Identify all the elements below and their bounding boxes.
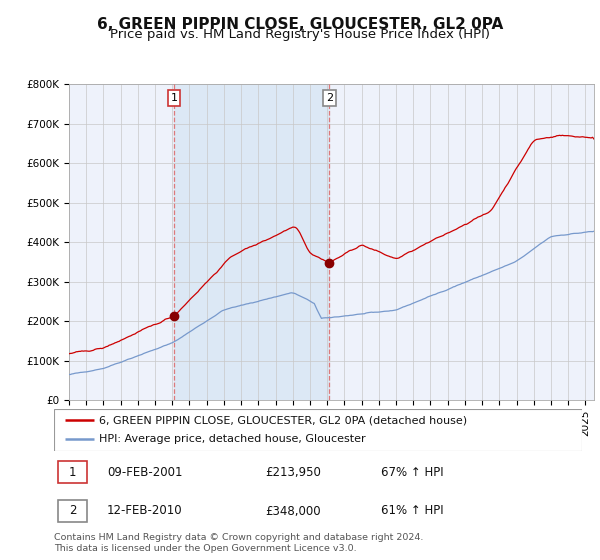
Text: 61% ↑ HPI: 61% ↑ HPI	[382, 505, 444, 517]
Text: 6, GREEN PIPPIN CLOSE, GLOUCESTER, GL2 0PA: 6, GREEN PIPPIN CLOSE, GLOUCESTER, GL2 0…	[97, 17, 503, 32]
Bar	[174, 84, 329, 400]
Text: HPI: Average price, detached house, Gloucester: HPI: Average price, detached house, Glou…	[99, 435, 365, 445]
Text: £213,950: £213,950	[265, 466, 321, 479]
Text: 67% ↑ HPI: 67% ↑ HPI	[382, 466, 444, 479]
Text: 1: 1	[170, 93, 178, 103]
Text: 1: 1	[69, 466, 76, 479]
Text: 2: 2	[69, 505, 76, 517]
Text: 09-FEB-2001: 09-FEB-2001	[107, 466, 182, 479]
Text: Price paid vs. HM Land Registry's House Price Index (HPI): Price paid vs. HM Land Registry's House …	[110, 28, 490, 41]
FancyBboxPatch shape	[58, 500, 87, 522]
Text: £348,000: £348,000	[265, 505, 321, 517]
FancyBboxPatch shape	[54, 409, 582, 451]
Text: Contains HM Land Registry data © Crown copyright and database right 2024.
This d: Contains HM Land Registry data © Crown c…	[54, 533, 424, 553]
FancyBboxPatch shape	[58, 461, 87, 483]
Text: 6, GREEN PIPPIN CLOSE, GLOUCESTER, GL2 0PA (detached house): 6, GREEN PIPPIN CLOSE, GLOUCESTER, GL2 0…	[99, 415, 467, 425]
Text: 2: 2	[326, 93, 333, 103]
Text: 12-FEB-2010: 12-FEB-2010	[107, 505, 182, 517]
